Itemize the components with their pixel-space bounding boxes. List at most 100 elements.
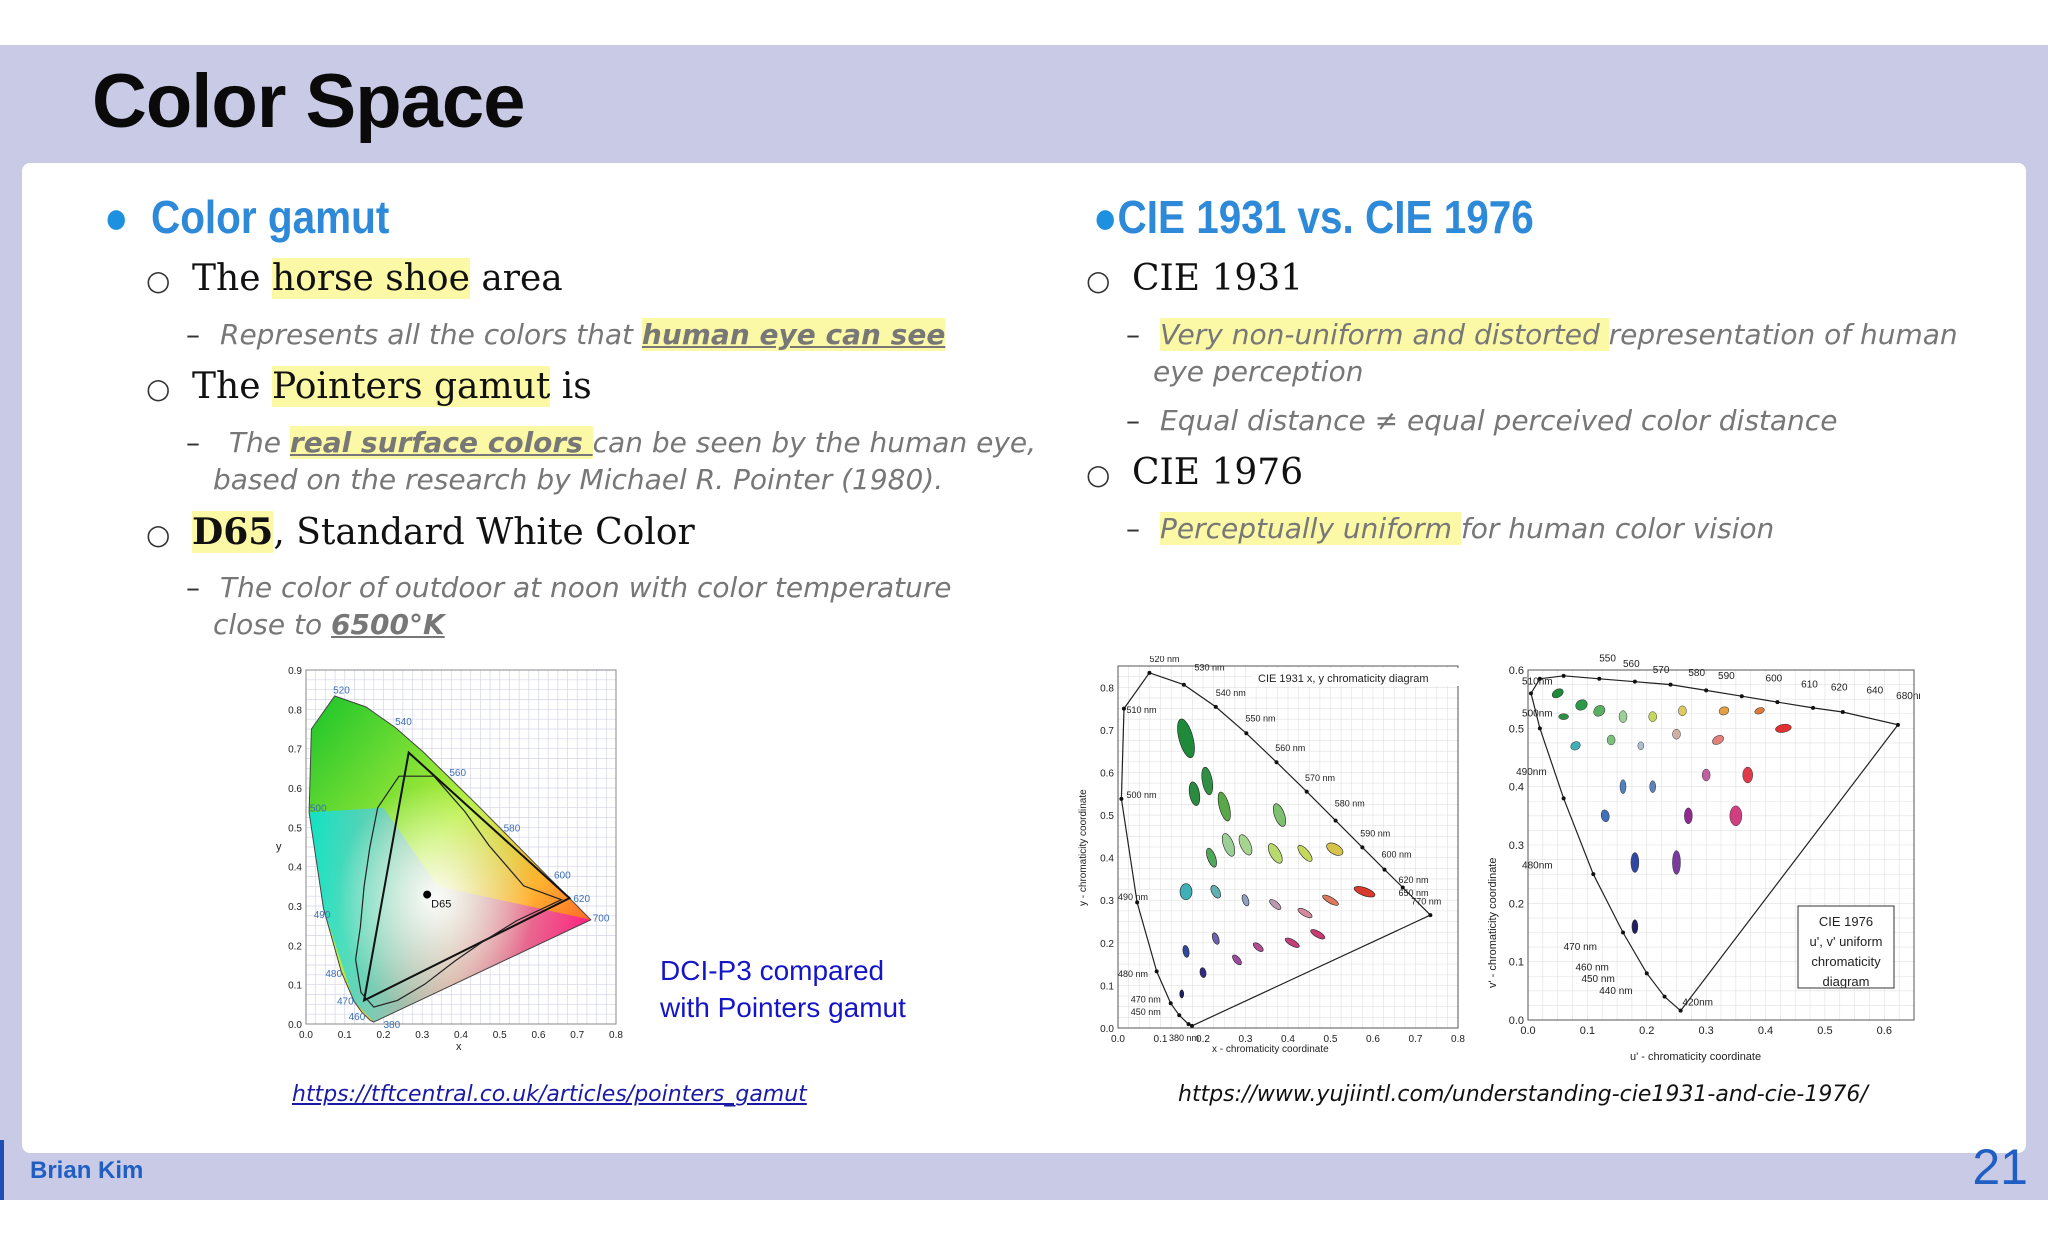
locus-dot (1147, 670, 1152, 675)
left-item-2-sub: – The real surface colors can be seen by… (186, 426, 1037, 496)
page-number: 21 (1972, 1139, 2028, 1195)
ellipse-mark (1754, 707, 1765, 715)
wavelength-label: 500 nm (1127, 790, 1157, 800)
wavelength-label: 520 (1528, 648, 1545, 650)
locus-dot (1840, 710, 1845, 714)
x-axis-label: x (456, 1041, 462, 1052)
plot-frame (1117, 665, 1459, 1029)
locus-dot (1597, 676, 1602, 681)
emphasis-text: 6500°K (331, 608, 445, 641)
ellipse-mark (1637, 741, 1645, 751)
x-axis-label: x - chromaticity coordinate (1212, 1044, 1329, 1055)
chart-title-line: chromaticity (1811, 954, 1881, 969)
left-item-3: ○ D65, Standard White Color (146, 511, 695, 553)
left-heading: ● Color gamut (104, 190, 389, 244)
x-tick-label: 0.7 (570, 1030, 584, 1041)
ellipse-mark (1326, 842, 1344, 856)
locus-dot (1678, 1008, 1683, 1013)
ellipse-mark (1297, 845, 1313, 862)
bullet-icon: ● (104, 191, 129, 243)
locus-dot (1154, 969, 1159, 974)
plot-frame (1527, 669, 1915, 1021)
wavelength-label: 700 (593, 914, 610, 925)
y-tick-label: 0.9 (288, 666, 302, 677)
ellipse-mark (1649, 780, 1656, 793)
chart-title-line: u', v' uniform (1810, 934, 1883, 949)
x-tick-label: 0.7 (1409, 1034, 1423, 1045)
wavelength-label: 450 nm (1581, 974, 1614, 985)
y-tick-label: 0.5 (1509, 723, 1524, 735)
emphasis-text: Perceptually uniform (1160, 512, 1461, 545)
locus-dot (1895, 722, 1900, 727)
ellipse-mark (1558, 713, 1569, 720)
x-tick-label: 0.6 (532, 1030, 546, 1041)
ellipse-mark (1648, 711, 1657, 722)
y-tick-label: 0.6 (1509, 665, 1524, 677)
locus-dot (1668, 682, 1673, 687)
source-link-right[interactable]: https://www.yujiintl.com/understanding-c… (1178, 1082, 1868, 1107)
chart-grid (1117, 665, 1459, 1029)
ellipse-mark (1211, 932, 1220, 945)
locus-dot (1382, 867, 1387, 872)
wavelength-label: 480 nm (1118, 969, 1148, 979)
ellipse-mark (1775, 723, 1792, 733)
wavelength-label: 510 nm (1127, 705, 1157, 715)
x-tick-label: 0.0 (299, 1030, 313, 1041)
white-point: D65 (423, 890, 451, 911)
wavelength-label: 440 nm (1599, 986, 1632, 997)
y-tick-label: 0.5 (288, 823, 302, 834)
ellipse-mark (1188, 781, 1201, 806)
x-tick-label: 0.2 (377, 1030, 391, 1041)
left-item-3-sub: – The color of outdoor at noon with color… (186, 571, 952, 641)
spectral-locus (1119, 670, 1433, 1028)
wavelength-label: 520 nm (1149, 656, 1179, 664)
ellipse-mark (1575, 699, 1588, 711)
y-tick-label: 0.1 (1509, 957, 1524, 969)
ellipse-mark (1284, 937, 1300, 948)
ellipse-mark (1310, 929, 1326, 940)
wavelength-label: 610 (1801, 680, 1818, 691)
locus-dot (1119, 796, 1124, 801)
right-item-1-sub-1: – Very non-uniform and distorted represen… (1126, 318, 1958, 388)
y-tick-label: 0.0 (288, 1020, 302, 1031)
x-tick-label: 0.3 (1699, 1025, 1714, 1037)
ellipse-mark (1600, 809, 1610, 823)
locus-dot (1537, 726, 1542, 731)
wavelength-label: 380 (384, 1020, 401, 1031)
y-tick-label: 0.7 (1100, 726, 1114, 737)
locus-dot (1186, 1022, 1191, 1027)
ellipse-mark (1267, 843, 1283, 864)
x-tick-label: 0.5 (1817, 1025, 1832, 1037)
locus-dot (1591, 872, 1596, 877)
ellipse-mark (1551, 688, 1564, 699)
ellipse-mark (1712, 735, 1724, 745)
locus-dot (1644, 971, 1649, 976)
wavelength-label: 480 (325, 969, 342, 980)
ellipse-mark (1593, 705, 1606, 717)
wavelength-label: 640 (1866, 685, 1883, 696)
x-tick-label: 0.1 (1580, 1025, 1595, 1037)
x-tick-label: 0.8 (609, 1030, 623, 1041)
ellipse-mark (1570, 741, 1581, 751)
highlight-text: D65 (192, 511, 274, 553)
locus-dot (1360, 845, 1365, 850)
emphasis-text: Very non-uniform and distorted (1160, 318, 1609, 351)
emphasis-text: human eye can see (641, 318, 946, 351)
wavelength-label: 560 (1623, 659, 1640, 670)
y-tick-label: 0.1 (288, 981, 302, 992)
wavelength-label: 470 (337, 996, 354, 1007)
wavelength-labels: 520 530 540 550 560 570 580 590 600 610 620 640 680n… (1516, 648, 1920, 1008)
cie1976-chart: 0.0 0.1 0.2 0.3 0.4 0.5 0.6 0.0 0.1 0.2 0.3 0.4 0.5 0… (1487, 648, 1920, 1063)
right-item-1-sub-2: – Equal distance ≠ equal perceived color … (1126, 404, 1838, 437)
x-axis-label: u' - chromaticity coordinate (1630, 1051, 1761, 1063)
axis-ticks: 0.0 0.1 0.2 0.3 0.4 0.5 0.6 0.0 0.1 0.2 0.3 0.4 0.5 0… (1509, 665, 1892, 1037)
locus-dot (1213, 704, 1218, 709)
ellipse-mark (1606, 734, 1616, 746)
locus-dot (1528, 691, 1533, 696)
source-link-left[interactable]: https://tftcentral.co.uk/articles/pointe… (292, 1082, 807, 1107)
locus-dot (1561, 796, 1566, 801)
dash-bullet-icon: – (186, 318, 200, 351)
wavelength-label: 480nm (1522, 860, 1553, 871)
left-item-2: ○ The Pointers gamut is (146, 366, 592, 407)
horseshoe-outline (308, 695, 592, 1023)
